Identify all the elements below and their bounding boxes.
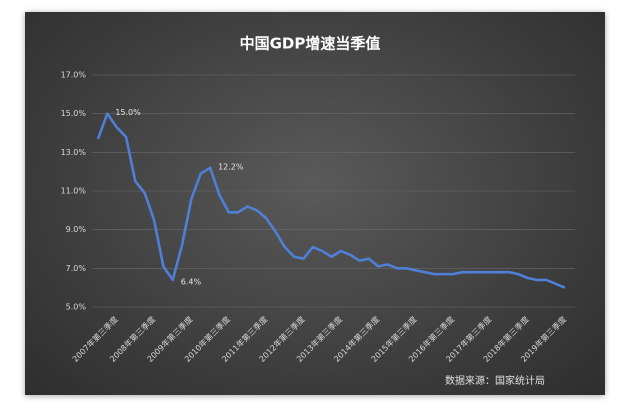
y-tick-label: 13.0% xyxy=(61,148,87,157)
data-label: 15.0% xyxy=(115,108,141,117)
data-label: 6.4% xyxy=(181,277,202,286)
y-tick-label: 11.0% xyxy=(61,187,87,196)
data-line xyxy=(96,112,566,289)
y-tick-label: 5.0% xyxy=(66,303,87,312)
source-note: 数据来源：国家统计局 xyxy=(445,374,545,387)
chart-card xyxy=(25,12,605,395)
y-tick-label: 15.0% xyxy=(61,109,87,118)
chart-title: 中国GDP增速当季值 xyxy=(240,35,381,53)
data-label: 12.2% xyxy=(218,162,244,171)
y-tick-label: 17.0% xyxy=(61,71,87,80)
y-tick-label: 7.0% xyxy=(66,264,87,273)
y-tick-label: 9.0% xyxy=(66,225,87,234)
